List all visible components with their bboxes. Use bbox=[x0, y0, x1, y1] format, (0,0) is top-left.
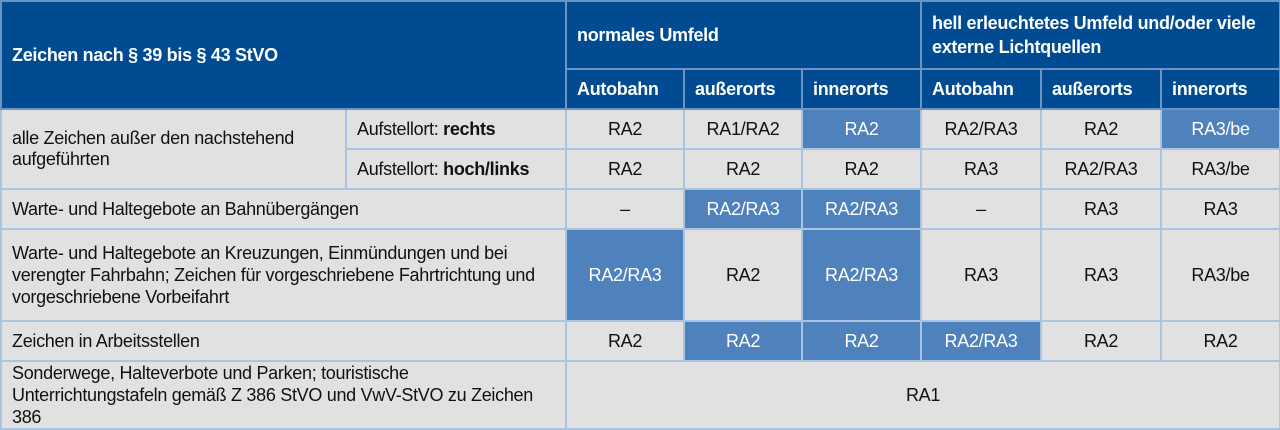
sublabel-prefix: Aufstellort: bbox=[357, 158, 444, 179]
row-label: Warte- und Haltegebote an Kreuzungen, Ei… bbox=[0, 228, 568, 322]
col-header: innerorts bbox=[801, 68, 923, 110]
sublabel-value: hoch/links bbox=[443, 158, 530, 179]
row-sublabel: Aufstellort: hoch/links bbox=[344, 148, 568, 190]
value-cell: RA2/RA3 bbox=[801, 188, 923, 230]
value-cell: RA2 bbox=[1040, 320, 1163, 362]
value-cell: RA3/be bbox=[1160, 148, 1280, 190]
group-normal-header: normales Umfeld bbox=[565, 0, 923, 70]
table-row: alle Zeichen außer den nachstehend aufge… bbox=[0, 108, 1280, 190]
row-sublabel: Aufstellort: rechts bbox=[344, 108, 568, 150]
value-cell: RA2 bbox=[801, 148, 923, 190]
value-cell: RA2/RA3 bbox=[801, 228, 923, 322]
value-cell: RA3 bbox=[1160, 188, 1280, 230]
value-cell: RA2/RA3 bbox=[683, 188, 804, 230]
table-row: Warte- und Haltegebote an Bahnübergängen… bbox=[0, 188, 1280, 230]
value-cell: RA1/RA2 bbox=[683, 108, 804, 150]
col-header: innerorts bbox=[1160, 68, 1280, 110]
value-cell: RA2 bbox=[801, 108, 923, 150]
col-header: außerorts bbox=[1040, 68, 1163, 110]
row-label: Warte- und Haltegebote an Bahnübergängen bbox=[0, 188, 568, 230]
value-cell: – bbox=[565, 188, 686, 230]
value-cell: RA2 bbox=[565, 320, 686, 362]
col-header: außerorts bbox=[683, 68, 804, 110]
value-cell: RA2 bbox=[565, 148, 686, 190]
col-header: Autobahn bbox=[920, 68, 1043, 110]
table-row: Zeichen in Arbeitsstellen RA2 RA2 RA2 RA2/R… bbox=[0, 320, 1280, 362]
row-label: Sonderwege, Halteverbote und Parken; tou… bbox=[0, 360, 568, 430]
col-header: Autobahn bbox=[565, 68, 686, 110]
value-cell: RA2 bbox=[565, 108, 686, 150]
merged-value-cell: RA1 bbox=[565, 360, 1280, 430]
row-label: alle Zeichen außer den nachstehend aufge… bbox=[0, 108, 347, 190]
value-cell: RA2 bbox=[1040, 108, 1163, 150]
value-cell: RA2 bbox=[1160, 320, 1280, 362]
value-cell: RA2 bbox=[683, 320, 804, 362]
value-cell: RA3 bbox=[1040, 228, 1163, 322]
value-cell: RA2/RA3 bbox=[565, 228, 686, 322]
sublabel-value: rechts bbox=[443, 118, 496, 139]
value-cell: RA2/RA3 bbox=[1040, 148, 1163, 190]
value-cell: RA2/RA3 bbox=[920, 320, 1043, 362]
row-label: Zeichen in Arbeitsstellen bbox=[0, 320, 568, 362]
sublabel-prefix: Aufstellort: bbox=[357, 118, 444, 139]
value-cell: RA2/RA3 bbox=[920, 108, 1043, 150]
value-cell: RA3/be bbox=[1160, 228, 1280, 322]
table-row: Aufstellort: hoch/links RA2 RA2 RA2 RA3 RA2/… bbox=[1, 148, 1280, 190]
value-cell: – bbox=[920, 188, 1043, 230]
value-cell: RA2 bbox=[801, 320, 923, 362]
value-cell: RA2 bbox=[683, 148, 804, 190]
table-row: Sonderwege, Halteverbote und Parken; tou… bbox=[0, 360, 1280, 430]
group-bright-header: hell erleuchtetes Umfeld und/oder viele … bbox=[920, 0, 1280, 70]
value-cell: RA3 bbox=[920, 148, 1043, 190]
value-cell: RA3/be bbox=[1160, 108, 1280, 150]
value-cell: RA2 bbox=[683, 228, 804, 322]
table-row: Warte- und Haltegebote an Kreuzungen, Ei… bbox=[0, 228, 1280, 322]
table-title: Zeichen nach § 39 bis § 43 StVO bbox=[0, 0, 568, 110]
value-cell: RA3 bbox=[1040, 188, 1163, 230]
value-cell: RA3 bbox=[920, 228, 1043, 322]
